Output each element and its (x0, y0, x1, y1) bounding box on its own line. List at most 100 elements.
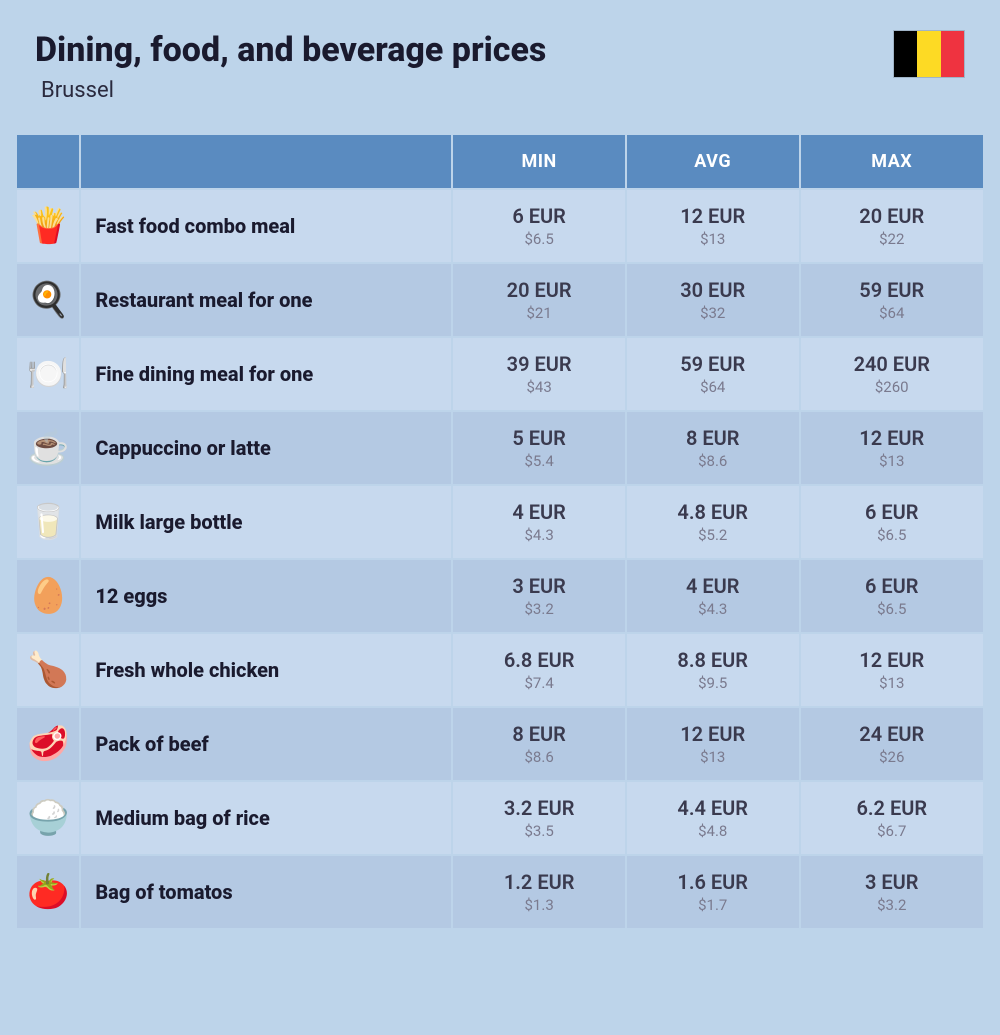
price-avg: 1.6 EUR $1.7 (627, 856, 799, 928)
header: Dining, food, and beverage prices Brusse… (15, 20, 985, 103)
price-avg: 4 EUR$4.3 (627, 560, 799, 632)
price-avg: 12 EUR$13 (627, 708, 799, 780)
header-text: Dining, food, and beverage prices Brusse… (35, 30, 893, 103)
price-eur: 1.6 EUR (637, 870, 789, 894)
table-header-row: MIN AVG MAX (17, 135, 983, 188)
food-icon: 🍳 (27, 283, 69, 317)
price-min: 5 EUR $5.4 (453, 412, 625, 484)
page-subtitle: Brussel (35, 78, 893, 103)
row-icon-cell: 🍚 (17, 782, 79, 854)
price-usd: $4.8 (637, 822, 789, 840)
price-eur: 39 EUR (463, 352, 615, 376)
price-usd: $13 (637, 748, 789, 766)
price-max: 12 EUR $13 (801, 634, 984, 706)
food-icon: ☕ (27, 431, 69, 465)
price-usd: $3.5 (463, 822, 615, 840)
price-usd: $1.7 (637, 896, 789, 914)
price-usd: $6.5 (811, 600, 974, 618)
header-avg: AVG (627, 135, 799, 188)
table-row: 🥩 Pack of beef 8 EUR $8.6 12 EUR$13 24 EUR $26 (17, 708, 983, 780)
price-eur: 8 EUR (463, 722, 615, 746)
price-eur: 59 EUR (637, 352, 789, 376)
price-eur: 4.8 EUR (637, 500, 789, 524)
price-max: 3 EUR$3.2 (801, 856, 984, 928)
food-icon: 🥚 (27, 579, 69, 613)
price-max: 59 EUR$64 (801, 264, 984, 336)
row-icon-cell: 🥛 (17, 486, 79, 558)
food-icon: 🍗 (27, 653, 69, 687)
row-icon-cell: 🍽️ (17, 338, 79, 410)
price-eur: 12 EUR (811, 426, 974, 450)
table-row: 🍟Fast food combo meal6 EUR$6.512 EUR$132… (17, 190, 983, 262)
price-min: 39 EUR $43 (453, 338, 625, 410)
price-usd: $43 (463, 378, 615, 396)
price-usd: $32 (637, 304, 789, 322)
price-avg: 8 EUR$8.6 (627, 412, 799, 484)
flag-stripe-red (941, 31, 964, 77)
flag-stripe-yellow (917, 31, 940, 77)
price-eur: 3 EUR (811, 870, 974, 894)
price-usd: $26 (811, 748, 974, 766)
price-eur: 6 EUR (463, 204, 615, 228)
price-usd: $13 (811, 674, 974, 692)
price-eur: 20 EUR (463, 278, 615, 302)
row-icon-cell: 🍳 (17, 264, 79, 336)
price-avg: 4.8 EUR $5.2 (627, 486, 799, 558)
price-eur: 4.4 EUR (637, 796, 789, 820)
price-eur: 6.2 EUR (811, 796, 974, 820)
price-max: 240 EUR$260 (801, 338, 984, 410)
row-icon-cell: 🍅 (17, 856, 79, 928)
row-label: Fresh whole chicken (81, 634, 451, 706)
price-usd: $13 (637, 230, 789, 248)
price-eur: 5 EUR (463, 426, 615, 450)
price-eur: 12 EUR (811, 648, 974, 672)
price-usd: $64 (811, 304, 974, 322)
price-usd: $4.3 (463, 526, 615, 544)
price-usd: $6.7 (811, 822, 974, 840)
table-row: 🥛Milk large bottle4 EUR$4.3 4.8 EUR $5.2 6 … (17, 486, 983, 558)
row-icon-cell: 🥚 (17, 560, 79, 632)
price-eur: 8 EUR (637, 426, 789, 450)
food-icon: 🍽️ (27, 357, 69, 391)
price-eur: 240 EUR (811, 352, 974, 376)
price-min: 6 EUR$6.5 (453, 190, 625, 262)
header-icon-col (17, 135, 79, 188)
price-usd: $21 (463, 304, 615, 322)
price-min: 4 EUR$4.3 (453, 486, 625, 558)
price-avg: 59 EUR $64 (627, 338, 799, 410)
price-usd: $13 (811, 452, 974, 470)
price-usd: $5.4 (463, 452, 615, 470)
row-icon-cell: 🍗 (17, 634, 79, 706)
price-eur: 24 EUR (811, 722, 974, 746)
table-row: 🍅Bag of tomatos1.2 EUR$1.31.6 EUR$1.73 E… (17, 856, 983, 928)
row-label: Medium bag of rice (81, 782, 451, 854)
price-usd: $5.2 (637, 526, 789, 544)
price-eur: 20 EUR (811, 204, 974, 228)
price-usd: $9.5 (637, 674, 789, 692)
price-eur: 12 EUR (637, 204, 789, 228)
row-icon-cell: 🥩 (17, 708, 79, 780)
page-title: Dining, food, and beverage prices (35, 30, 893, 70)
price-min: 8 EUR $8.6 (453, 708, 625, 780)
row-label: Milk large bottle (81, 486, 451, 558)
price-min: 3 EUR$3.2 (453, 560, 625, 632)
price-eur: 6 EUR (811, 500, 974, 524)
row-icon-cell: ☕ (17, 412, 79, 484)
price-usd: $8.6 (463, 748, 615, 766)
price-avg: 30 EUR$32 (627, 264, 799, 336)
price-avg: 4.4 EUR $4.8 (627, 782, 799, 854)
price-table: MIN AVG MAX 🍟Fast food combo meal6 EUR$6… (15, 133, 985, 930)
food-icon: 🍟 (27, 209, 69, 243)
price-min: 1.2 EUR$1.3 (453, 856, 625, 928)
flag-stripe-black (894, 31, 917, 77)
table-row: 🥚12 eggs3 EUR$3.24 EUR$4.36 EUR$6.5 (17, 560, 983, 632)
row-label: Cappuccino or latte (81, 412, 451, 484)
price-eur: 6 EUR (811, 574, 974, 598)
price-max: 6 EUR $6.5 (801, 486, 984, 558)
header-label-col (81, 135, 451, 188)
price-usd: $6.5 (811, 526, 974, 544)
row-label: Pack of beef (81, 708, 451, 780)
price-usd: $4.3 (637, 600, 789, 618)
price-usd: $64 (637, 378, 789, 396)
food-icon: 🥩 (27, 727, 69, 761)
